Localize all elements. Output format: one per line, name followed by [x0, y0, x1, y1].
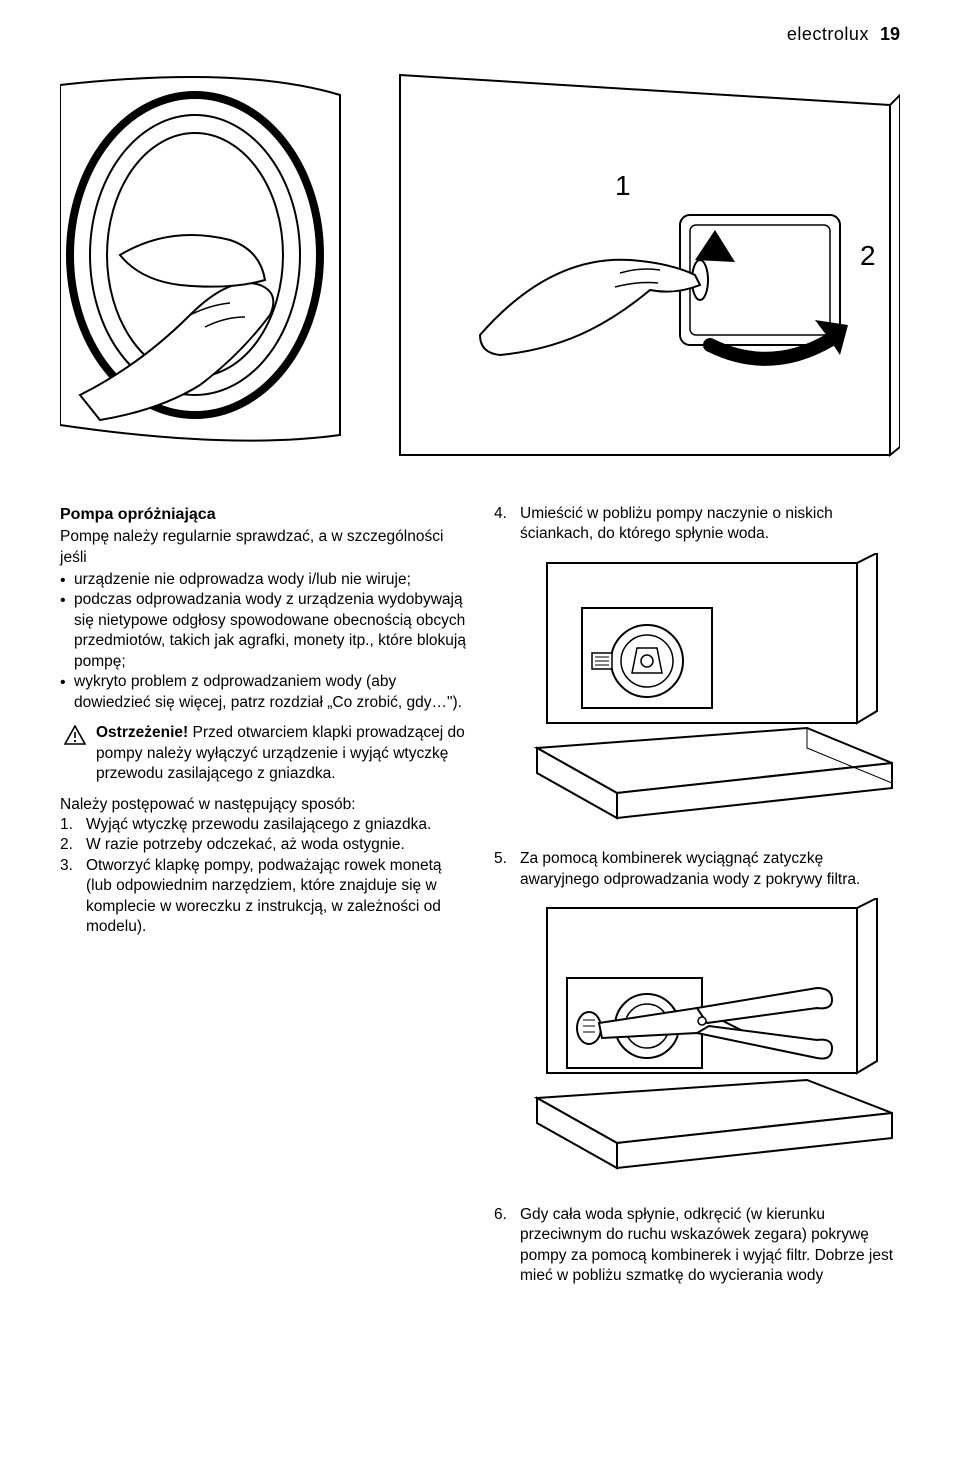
step-number: 4.: [494, 504, 507, 524]
brand-label: electrolux: [787, 24, 869, 44]
right-column: 4. Umieścić w pobliżu pompy naczynie o n…: [494, 504, 900, 1287]
step-item: W razie potrzeby odczekać, aż woda ostyg…: [60, 835, 466, 855]
illustration-label-2: 2: [860, 240, 876, 271]
bullet-item: podczas odprowadzania wody z urządzenia …: [60, 590, 466, 672]
step-number: 5.: [494, 849, 507, 869]
bullet-item: wykryto problem z odprowadzaniem wody (a…: [60, 672, 466, 713]
step-text: Za pomocą kombinerek wyciągnąć zatyczkę …: [520, 850, 860, 887]
warning-label: Ostrzeżenie!: [96, 724, 188, 741]
step-text: Gdy cała woda spłynie, odkręcić (w kieru…: [520, 1206, 893, 1284]
page-header: electrolux 19: [60, 24, 900, 45]
warning-block: Ostrzeżenie! Przed otwarciem klapki prow…: [60, 723, 466, 784]
procedure-intro: Należy postępować w następujący sposób:: [60, 795, 466, 815]
warning-icon: [64, 725, 86, 745]
steps-list: Wyjąć wtyczkę przewodu zasilającego z gn…: [60, 815, 466, 938]
step-item: 6. Gdy cała woda spłynie, odkręcić (w ki…: [494, 1205, 900, 1287]
warning-text: Ostrzeżenie! Przed otwarciem klapki prow…: [96, 723, 466, 784]
intro-text: Pompę należy regularnie sprawdzać, a w s…: [60, 527, 466, 568]
illustration-pliers: ": [494, 898, 900, 1188]
bullet-item: urządzenie nie odprowadza wody i/lub nie…: [60, 570, 466, 590]
steps-right-list-3: 6. Gdy cała woda spłynie, odkręcić (w ki…: [494, 1205, 900, 1287]
steps-right-list: 4. Umieścić w pobliżu pompy naczynie o n…: [494, 504, 900, 545]
section-title: Pompa opróżniająca: [60, 504, 466, 525]
illustration-tray: [494, 553, 900, 833]
two-column-layout: Pompa opróżniająca Pompę należy regularn…: [60, 504, 900, 1287]
left-column: Pompa opróżniająca Pompę należy regularn…: [60, 504, 466, 1287]
illustration-label-1: 1: [615, 170, 631, 201]
steps-right-list-2: 5. Za pomocą kombinerek wyciągnąć zatycz…: [494, 849, 900, 890]
step-item: Wyjąć wtyczkę przewodu zasilającego z gn…: [60, 815, 466, 835]
illustration-open-flap: 1 2: [60, 55, 900, 475]
step-number: 6.: [494, 1205, 507, 1225]
step-item: 4. Umieścić w pobliżu pompy naczynie o n…: [494, 504, 900, 545]
step-item: 5. Za pomocą kombinerek wyciągnąć zatycz…: [494, 849, 900, 890]
step-item: Otworzyć klapkę pompy, podważając rowek …: [60, 856, 466, 938]
bullet-list: urządzenie nie odprowadza wody i/lub nie…: [60, 570, 466, 713]
step-text: Umieścić w pobliżu pompy naczynie o nisk…: [520, 505, 833, 542]
page-number: 19: [880, 24, 900, 44]
manual-page: electrolux 19 1 2: [0, 0, 960, 1327]
